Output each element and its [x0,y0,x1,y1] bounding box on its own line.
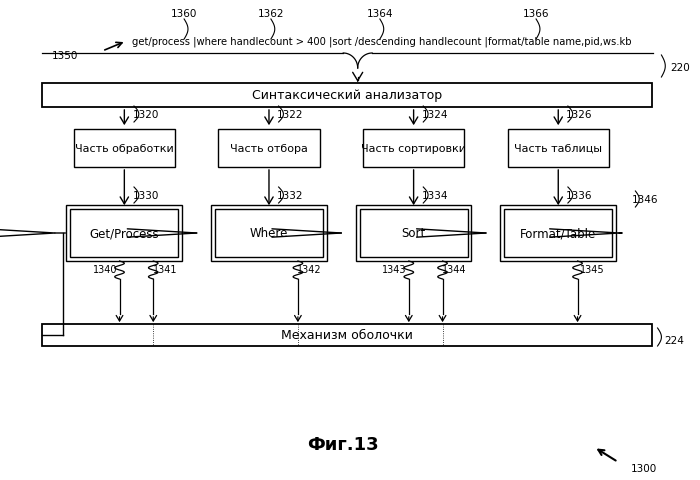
Bar [356,205,472,262]
Bar [74,130,175,168]
Bar [508,130,609,168]
Text: Часть обработки: Часть обработки [75,144,174,154]
Bar [504,210,612,257]
Text: Where: Where [250,227,288,240]
Text: 1344: 1344 [442,264,466,275]
Text: Часть таблицы: Часть таблицы [514,144,602,154]
Text: Get/Process: Get/Process [90,227,159,240]
Text: get/process |where handlecount > 400 |sort /descending handlecount |format/table: get/process |where handlecount > 400 |so… [132,36,631,47]
Bar [66,205,182,262]
Text: 1332: 1332 [277,191,303,201]
Text: 1334: 1334 [421,191,448,201]
Bar [500,205,616,262]
Text: 1350: 1350 [52,51,78,61]
Text: Sort: Sort [402,227,426,240]
Text: 220: 220 [670,63,690,73]
Text: 1340: 1340 [93,264,118,275]
Text: 1364: 1364 [367,9,393,19]
Text: Часть отбора: Часть отбора [230,144,308,154]
Bar [211,205,327,262]
Text: 1341: 1341 [153,264,177,275]
Text: 1345: 1345 [580,264,604,275]
Text: 1324: 1324 [421,110,448,120]
Bar [70,210,178,257]
Text: 1320: 1320 [132,110,159,120]
Text: 1336: 1336 [566,191,593,201]
Text: 1360: 1360 [171,9,197,19]
Text: 1346: 1346 [632,194,658,204]
Bar [363,130,464,168]
Text: Механизм оболочки: Механизм оболочки [281,329,413,342]
Text: Format/Table: Format/Table [520,227,596,240]
Text: 1330: 1330 [132,191,159,201]
Bar [43,324,652,346]
Text: 1343: 1343 [382,264,407,275]
Bar [360,210,468,257]
Text: 1326: 1326 [566,110,593,120]
Text: Часть сортировки: Часть сортировки [361,144,466,154]
Text: 1362: 1362 [258,9,284,19]
Bar [43,84,652,108]
Bar [218,130,320,168]
Bar [215,210,323,257]
Text: 1322: 1322 [277,110,303,120]
Text: 224: 224 [664,336,684,345]
Text: Фиг.13: Фиг.13 [307,435,379,453]
Text: 1366: 1366 [523,9,550,19]
Text: 1300: 1300 [631,463,657,473]
Text: 1342: 1342 [298,264,322,275]
Text: Синтаксический анализатор: Синтаксический анализатор [252,89,442,102]
